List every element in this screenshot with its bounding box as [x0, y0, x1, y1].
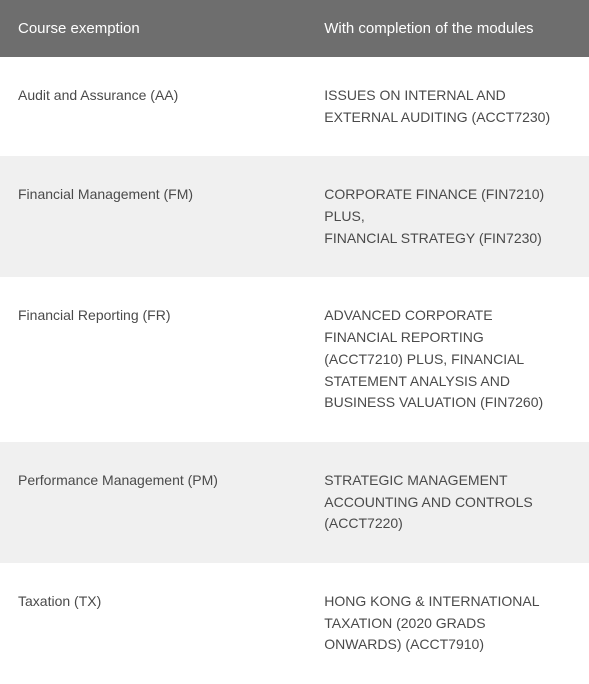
- modules-cell: CORPORATE FINANCE (FIN7210) PLUS,FINANCI…: [306, 156, 589, 277]
- modules-cell: ADVANCED CORPORATE FINANCIAL REPORTING (…: [306, 277, 589, 441]
- course-cell: Performance Management (PM): [0, 442, 306, 563]
- table-row: Audit and Assurance (AA) ISSUES ON INTER…: [0, 57, 589, 156]
- header-modules: With completion of the modules: [306, 0, 589, 57]
- table-row: Financial Reporting (FR) ADVANCED CORPOR…: [0, 277, 589, 441]
- modules-cell: ISSUES ON INTERNAL AND EXTERNAL AUDITING…: [306, 57, 589, 156]
- modules-cell: HONG KONG & INTERNATIONAL TAXATION (2020…: [306, 563, 589, 684]
- table-row: Taxation (TX) HONG KONG & INTERNATIONAL …: [0, 563, 589, 684]
- course-cell: Audit and Assurance (AA): [0, 57, 306, 156]
- course-cell: Financial Management (FM): [0, 156, 306, 277]
- modules-cell: STRATEGIC MANAGEMENT ACCOUNTING AND CONT…: [306, 442, 589, 563]
- table-header-row: Course exemption With completion of the …: [0, 0, 589, 57]
- course-cell: Taxation (TX): [0, 563, 306, 684]
- table-row: Performance Management (PM) STRATEGIC MA…: [0, 442, 589, 563]
- table-body: Audit and Assurance (AA) ISSUES ON INTER…: [0, 57, 589, 684]
- header-course-exemption: Course exemption: [0, 0, 306, 57]
- table-row: Financial Management (FM) CORPORATE FINA…: [0, 156, 589, 277]
- course-cell: Financial Reporting (FR): [0, 277, 306, 441]
- exemption-table: Course exemption With completion of the …: [0, 0, 589, 684]
